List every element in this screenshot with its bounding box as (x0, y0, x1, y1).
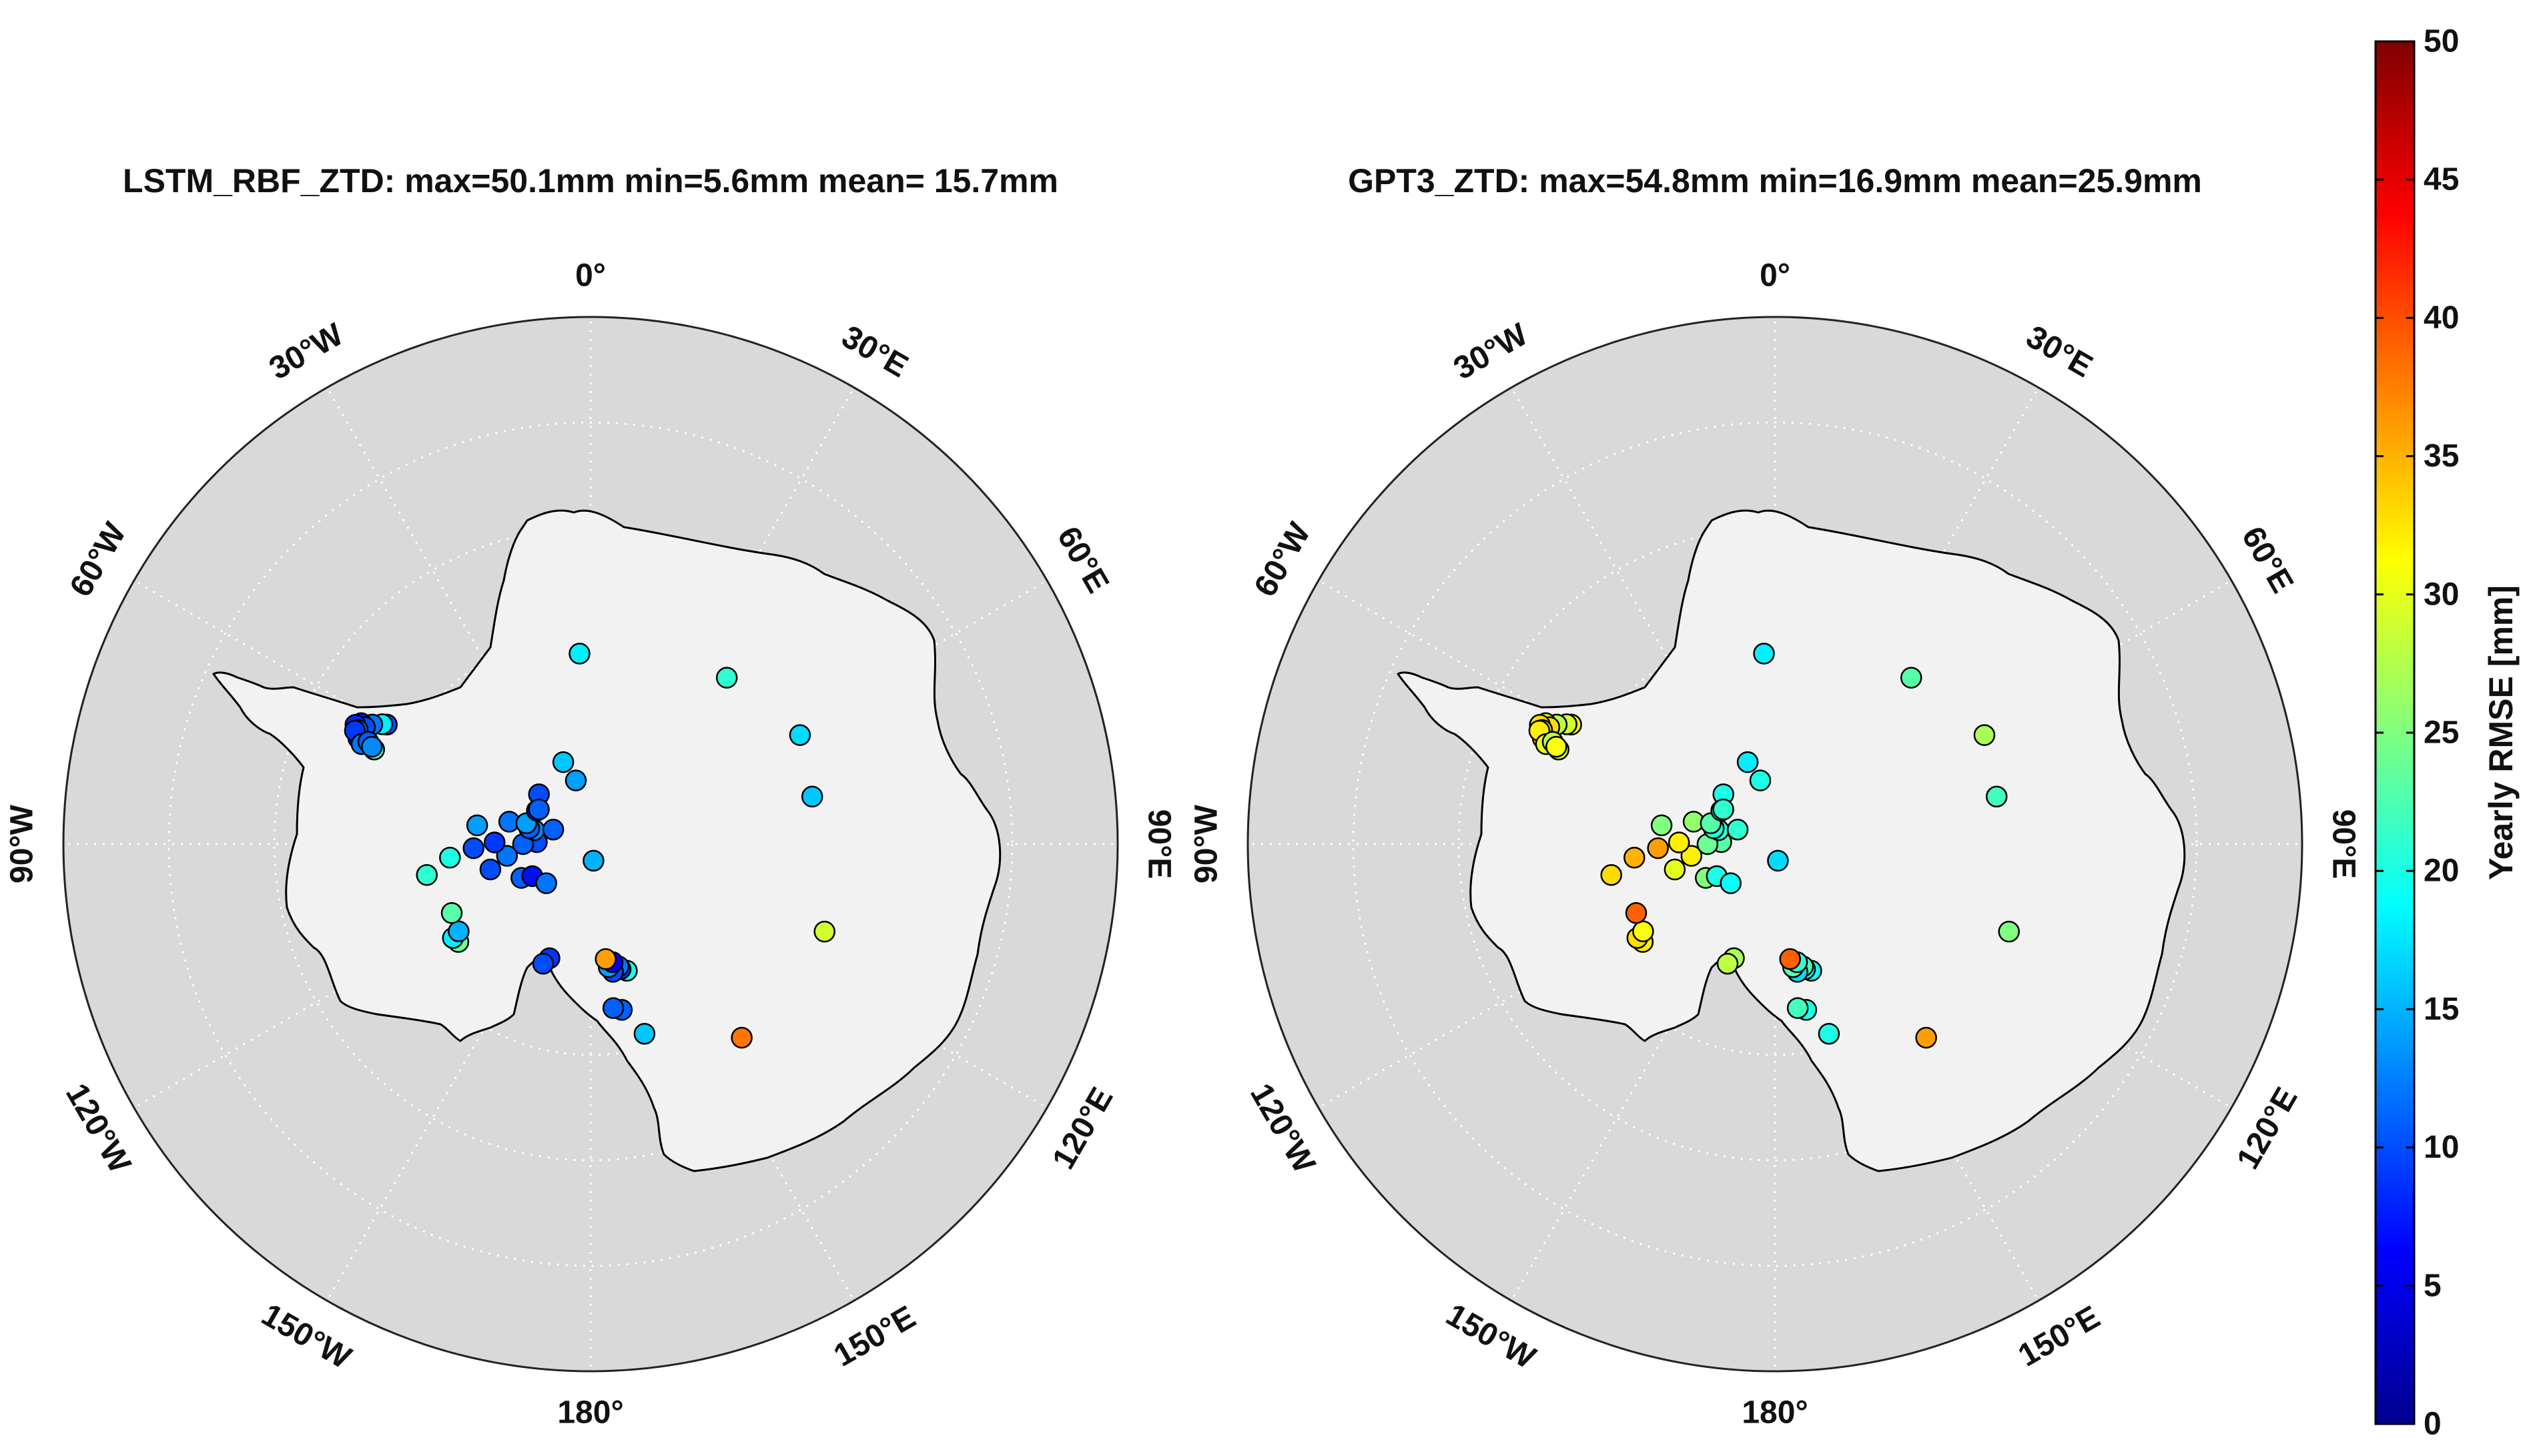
colorbar-tick-label: 10 (2424, 1130, 2459, 1165)
station-marker (1736, 751, 1759, 773)
longitude-label: 60°E (2235, 520, 2300, 599)
station-marker (1779, 948, 1801, 970)
longitude-label: 60°W (1248, 516, 1318, 603)
station-marker (565, 769, 587, 791)
station-marker (496, 845, 518, 867)
station-marker (1664, 858, 1686, 881)
colorbar-ticks: 0 5 10 15 20 25 30 35 40 45 50 (2376, 24, 2459, 1442)
antarctica-landmass-right (1397, 509, 2186, 1172)
station-markers-right (1528, 643, 2020, 1049)
station-marker (1786, 997, 1809, 1019)
station-marker (466, 814, 488, 837)
station-marker (595, 948, 617, 970)
colorbar-tick-label: 50 (2424, 24, 2459, 59)
station-marker (479, 858, 502, 881)
longitude-label: 30°W (1448, 316, 1534, 386)
colorbar-tick-label: 15 (2424, 992, 2459, 1027)
colorbar-label: Yearly RMSE [mm] (2482, 585, 2520, 880)
longitude-label: 150°E (828, 1299, 922, 1374)
station-marker (552, 751, 575, 773)
station-marker (532, 952, 555, 975)
station-marker (416, 864, 438, 886)
station-marker (535, 872, 557, 894)
station-marker (1600, 864, 1622, 886)
station-marker (1545, 735, 1567, 758)
station-marker (483, 831, 506, 853)
station-marker (1650, 814, 1673, 837)
station-markers-left (344, 643, 835, 1049)
longitude-label: 120°E (2230, 1082, 2305, 1175)
station-marker (542, 818, 565, 841)
panel-title-left: LSTM_RBF_ZTD: max=50.1mm min=5.6mm mean=… (123, 162, 1058, 200)
station-marker (1818, 1022, 1840, 1045)
panel-title-right: GPT3_ZTD: max=54.8mm min=16.9mm mean=25.… (1348, 162, 2202, 200)
parallel-circle (1352, 421, 2198, 1267)
colorbar-tick-label: 25 (2424, 715, 2459, 751)
colorbar-tick-label: 35 (2424, 438, 2459, 474)
colorbar-tick-label: 30 (2424, 577, 2459, 612)
colorbar-tick-label: 5 (2424, 1268, 2442, 1303)
station-marker (1716, 952, 1739, 975)
station-marker (440, 902, 463, 924)
longitude-label: 30°E (835, 319, 914, 384)
station-marker (528, 798, 550, 821)
station-marker (1915, 1026, 1937, 1049)
colorbar: 0 5 10 15 20 25 30 35 40 45 50 Yearly RMSE [mm] (2374, 24, 2520, 1442)
colorbar-tick-label: 20 (2424, 853, 2459, 889)
longitude-label: 60°E (1050, 520, 1116, 599)
longitude-label: 150°E (2013, 1299, 2106, 1374)
longitude-label: 120°E (1046, 1082, 1120, 1175)
longitude-label: 90°E (1142, 809, 1177, 879)
station-marker (1623, 847, 1646, 869)
longitude-label: 180° (1742, 1395, 1808, 1431)
station-marker (1647, 837, 1669, 859)
station-marker (1900, 667, 1922, 689)
station-marker (1726, 818, 1749, 841)
station-marker (462, 837, 484, 859)
station-marker (1680, 845, 1703, 867)
longitude-label: 30°E (2020, 319, 2098, 384)
colorbar-tick-label: 45 (2424, 162, 2459, 198)
station-marker (1749, 769, 1772, 791)
station-marker (1767, 849, 1789, 872)
parallel-circle (167, 421, 1014, 1267)
station-marker (789, 724, 811, 746)
station-marker (361, 735, 383, 758)
map-panel-left: LSTM_RBF_ZTD: max=50.1mm min=5.6mm mean=… (5, 162, 1177, 1431)
longitude-label: 0° (575, 258, 606, 294)
station-marker (1985, 785, 2008, 808)
station-marker (569, 643, 591, 665)
station-marker (1998, 920, 2020, 943)
colorbar-tick-label: 0 (2424, 1407, 2442, 1442)
station-marker (801, 785, 823, 808)
station-marker (448, 920, 470, 943)
longitude-label: 0° (1760, 258, 1790, 294)
antarctica-landmass-left (212, 509, 1002, 1172)
station-marker (602, 997, 625, 1019)
station-marker (583, 849, 605, 872)
station-marker (1632, 920, 1654, 943)
colorbar-tick-label: 40 (2424, 300, 2459, 336)
station-marker (633, 1022, 656, 1045)
station-marker (1668, 831, 1690, 853)
station-marker (439, 847, 461, 869)
station-marker (813, 920, 835, 943)
station-marker (1712, 798, 1734, 821)
map-panel-right: GPT3_ZTD: max=54.8mm min=16.9mm mean=25.… (1189, 162, 2362, 1431)
station-marker (715, 667, 738, 689)
longitude-label: 90°W (1189, 804, 1224, 883)
station-marker (1720, 872, 1742, 894)
longitude-label: 90°E (2326, 809, 2362, 879)
longitude-label: 60°W (63, 516, 133, 603)
longitude-label: 30°W (264, 316, 350, 386)
longitude-label: 180° (557, 1395, 623, 1431)
station-marker (1625, 902, 1648, 924)
station-marker (1973, 724, 1996, 746)
station-marker (1753, 643, 1775, 665)
station-marker (731, 1026, 753, 1049)
antarctica-landmass-right (1397, 509, 2186, 1172)
longitude-label: 90°W (5, 804, 40, 883)
